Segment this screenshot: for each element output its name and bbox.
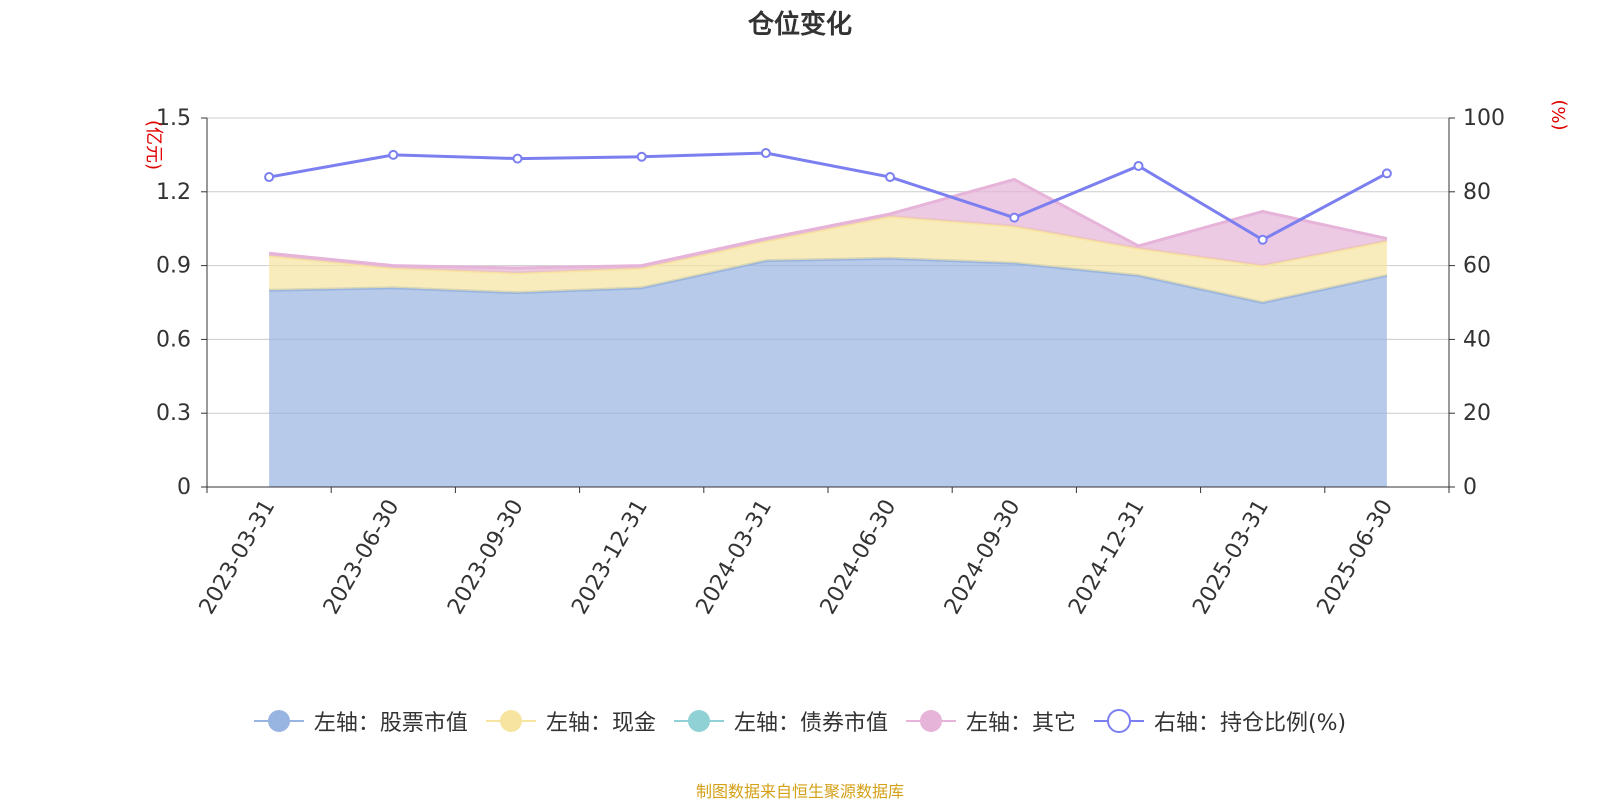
y-right-tick-label: 40 xyxy=(1463,327,1491,352)
y-left-tick-label: 0 xyxy=(177,475,191,500)
legend-item[interactable]: 左轴：其它 xyxy=(905,705,1076,737)
x-tick-label: 2023-03-31 xyxy=(195,496,281,619)
position-change-chart: 0 0.3 0.6 0.9 1.2 1.5 0 20 40 60 80 100 2023-03-31 20… xyxy=(143,99,1570,619)
legend-item[interactable]: 左轴：债券市值 xyxy=(673,705,888,737)
legend-item[interactable]: 右轴：持仓比例(%) xyxy=(1093,705,1347,737)
x-tick-label: 2025-06-30 xyxy=(1313,496,1399,619)
line-右轴：持仓比例(%) xyxy=(268,151,1388,242)
legend-area-marker-icon xyxy=(905,710,956,732)
y-right-tick-label: 100 xyxy=(1463,106,1505,131)
y-right-unit-label: (%) xyxy=(1549,99,1570,130)
y-right-tick-label: 60 xyxy=(1463,254,1491,279)
line-point xyxy=(1257,234,1268,245)
area-左轴：股票市值 xyxy=(269,258,1387,487)
legend-label: 右轴：持仓比例(%) xyxy=(1153,711,1347,736)
line-point xyxy=(885,172,896,183)
x-tick-label: 2024-12-31 xyxy=(1064,496,1150,619)
area-edge-左轴：其它 xyxy=(268,177,1388,270)
position-ratio-line xyxy=(264,148,1392,245)
y-right-tick-label: 80 xyxy=(1463,180,1491,205)
stacked-areas xyxy=(268,177,1388,487)
legend-label: 左轴：其它 xyxy=(965,711,1076,736)
legend-area-marker-icon xyxy=(673,710,724,732)
y-left-tick-label: 1.5 xyxy=(156,106,191,131)
y-left-tick-label: 0.6 xyxy=(156,327,191,352)
area-左轴：现金 xyxy=(269,216,1387,303)
legend-line-marker-icon xyxy=(1093,709,1144,733)
line-point xyxy=(388,149,399,160)
legend-label: 左轴：现金 xyxy=(545,711,656,736)
line-point xyxy=(264,172,275,183)
legend-area-marker-icon xyxy=(485,710,536,732)
legend-label: 左轴：股票市值 xyxy=(313,711,468,736)
y-right-tick-label: 20 xyxy=(1463,401,1491,426)
y-right-tick-label: 0 xyxy=(1463,475,1477,500)
x-tick-label: 2023-09-30 xyxy=(443,496,529,619)
x-tick-label: 2023-06-30 xyxy=(319,496,405,619)
line-point xyxy=(512,153,523,164)
legend-label: 左轴：债券市值 xyxy=(733,711,888,736)
chart-title: 仓位变化 xyxy=(747,10,852,40)
line-point xyxy=(1381,168,1392,179)
line-point xyxy=(1009,212,1020,223)
line-point xyxy=(760,148,771,159)
legend: 左轴：股票市值 左轴：现金 左轴：债券市值 左轴：其它 右轴：持仓比例(%) xyxy=(0,705,1600,737)
line-point xyxy=(636,151,647,162)
x-tick-label: 2025-03-31 xyxy=(1188,496,1274,619)
legend-item[interactable]: 左轴：股票市值 xyxy=(253,705,468,737)
line-point xyxy=(1133,160,1144,171)
legend-area-marker-icon xyxy=(253,710,304,732)
data-source-footer: 制图数据来自恒生聚源数据库 xyxy=(695,782,904,801)
y-left-tick-label: 0.9 xyxy=(156,254,191,279)
legend-item[interactable]: 左轴：现金 xyxy=(485,705,656,737)
x-tick-label: 2023-12-31 xyxy=(567,496,653,619)
y-left-tick-label: 0.3 xyxy=(156,401,191,426)
y-left-unit-label: (亿元) xyxy=(143,120,164,170)
y-left-tick-label: 1.2 xyxy=(156,180,191,205)
x-tick-label: 2024-06-30 xyxy=(816,496,902,619)
x-tick-label: 2024-03-31 xyxy=(692,496,778,619)
x-tick-label: 2024-09-30 xyxy=(940,496,1026,619)
